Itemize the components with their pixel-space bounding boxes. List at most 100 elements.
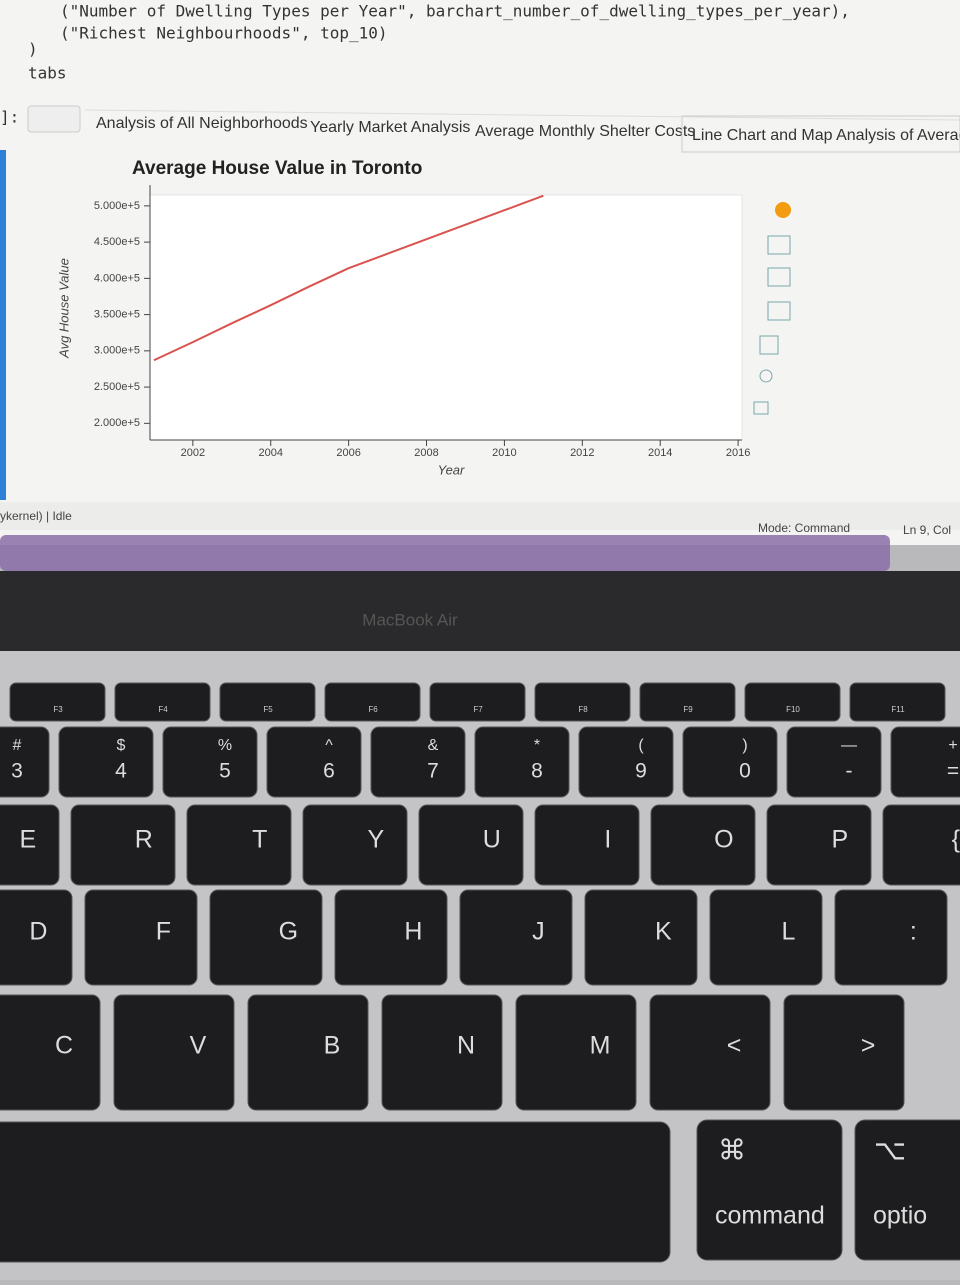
key-label: 5 (219, 760, 231, 783)
tab[interactable]: Analysis of All Neighborhoods (96, 115, 308, 132)
number-key[interactable] (266, 726, 362, 798)
number-key[interactable] (58, 726, 154, 798)
key-label: F3 (53, 705, 63, 714)
letter-key[interactable] (0, 889, 73, 986)
letter-key[interactable] (381, 994, 503, 1111)
function-key[interactable] (744, 682, 841, 722)
cell-indicator (0, 150, 6, 500)
function-key[interactable] (849, 682, 946, 722)
key-label: F6 (368, 705, 378, 714)
letter-key[interactable] (584, 889, 698, 986)
key-label: ^ (325, 737, 333, 754)
letter-key[interactable] (209, 889, 323, 986)
key-label: ( (638, 737, 644, 754)
prompt: ]: (0, 108, 19, 127)
function-key[interactable] (219, 682, 316, 722)
bokeh-logo (775, 202, 791, 218)
kernel-status: ykernel) | Idle (0, 509, 72, 523)
bezel-label: MacBook Air (362, 610, 458, 629)
x-axis-label: Year (438, 462, 465, 477)
tab[interactable]: Average Monthly Shelter Costs (475, 123, 695, 140)
key-label: F8 (578, 705, 588, 714)
modifier-key[interactable] (854, 1119, 960, 1261)
reset-tool[interactable] (759, 369, 773, 383)
save-tool[interactable] (759, 335, 779, 355)
y-tick-label: 3.000e+5 (94, 345, 140, 357)
number-key[interactable] (890, 726, 960, 798)
letter-key[interactable] (515, 994, 637, 1111)
modifier-key[interactable] (696, 1119, 843, 1261)
tab-scroll[interactable] (27, 105, 81, 133)
number-key[interactable] (682, 726, 778, 798)
key-label: $ (117, 737, 126, 754)
space-bar[interactable] (0, 1121, 671, 1263)
x-tick-label: 2012 (570, 447, 594, 459)
hover-tool[interactable] (753, 401, 769, 415)
function-key[interactable] (9, 682, 106, 722)
tab[interactable]: Yearly Market Analysis (310, 119, 470, 136)
key-label: B (324, 1031, 341, 1059)
key-label: F11 (891, 705, 905, 714)
letter-key[interactable] (834, 889, 948, 986)
letter-key[interactable] (649, 994, 771, 1111)
letter-key[interactable] (302, 804, 408, 886)
number-key[interactable] (474, 726, 570, 798)
letter-key[interactable] (418, 804, 524, 886)
letter-key[interactable] (882, 804, 960, 886)
y-axis-label: Avg House Value (56, 258, 71, 359)
letter-key[interactable] (0, 804, 60, 886)
key-label: — (841, 737, 857, 754)
key-symbol: ⌥ (874, 1134, 906, 1165)
letter-key[interactable] (186, 804, 292, 886)
x-tick-label: 2010 (492, 447, 516, 459)
key-label: * (534, 737, 540, 754)
x-tick-label: 2002 (181, 447, 205, 459)
letter-key[interactable] (334, 889, 448, 986)
y-tick-label: 4.500e+5 (94, 236, 140, 248)
key-label: N (457, 1031, 475, 1059)
number-key[interactable] (578, 726, 674, 798)
letter-key[interactable] (84, 889, 198, 986)
key-label: F4 (158, 705, 168, 714)
letter-key[interactable] (0, 994, 101, 1111)
x-tick-label: 2004 (258, 447, 282, 459)
letter-key[interactable] (459, 889, 573, 986)
pan-tool[interactable] (767, 235, 791, 255)
letter-key[interactable] (70, 804, 176, 886)
letter-key[interactable] (534, 804, 640, 886)
chart-toolbar (753, 202, 791, 415)
bezel (0, 571, 960, 651)
dock (0, 535, 890, 571)
letter-key[interactable] (247, 994, 369, 1111)
letter-key[interactable] (766, 804, 872, 886)
key-label: 0 (739, 760, 751, 783)
x-tick-label: 2006 (336, 447, 360, 459)
key-label: optio (873, 1202, 927, 1230)
x-tick-label: 2016 (726, 447, 750, 459)
function-key[interactable] (534, 682, 631, 722)
key-label: E (19, 826, 36, 854)
tab[interactable]: Line Chart and Map Analysis of Average H… (692, 127, 960, 144)
number-key[interactable] (786, 726, 882, 798)
key-label: O (714, 826, 733, 854)
letter-key[interactable] (709, 889, 823, 986)
key-label: F (156, 917, 171, 945)
letter-key[interactable] (783, 994, 905, 1111)
key-label: < (727, 1031, 742, 1059)
number-key[interactable] (370, 726, 466, 798)
active-tab-border (681, 115, 960, 153)
zoom-tool[interactable] (767, 267, 791, 287)
function-key[interactable] (324, 682, 421, 722)
letter-key[interactable] (650, 804, 756, 886)
key-label: { (952, 826, 960, 854)
wheel-tool[interactable] (767, 301, 791, 321)
line-series (153, 194, 544, 362)
function-key[interactable] (429, 682, 526, 722)
key-label: & (428, 737, 439, 754)
function-key[interactable] (114, 682, 211, 722)
number-key[interactable] (0, 726, 50, 798)
number-key[interactable] (162, 726, 258, 798)
letter-key[interactable] (113, 994, 235, 1111)
function-key[interactable] (639, 682, 736, 722)
